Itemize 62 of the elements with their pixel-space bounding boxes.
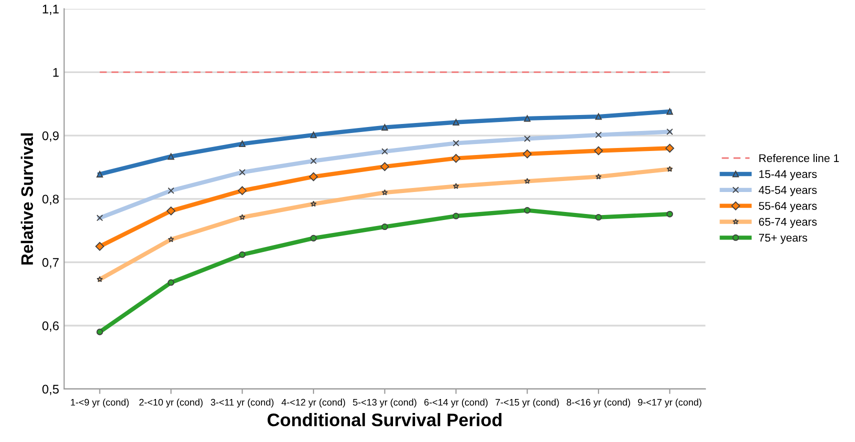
legend-label: 55-64 years (758, 202, 817, 212)
y-tick-label: 0,8 (42, 194, 59, 206)
point (238, 186, 247, 196)
point (95, 242, 104, 251)
legend-label: Reference line 1 (759, 154, 839, 162)
point (238, 140, 246, 148)
point (666, 210, 674, 218)
x-tick-label: 2-<10 yr (cond) (139, 398, 203, 408)
x-tick-label: 4-<12 yr (cond) (282, 398, 346, 408)
point (166, 206, 176, 216)
point (452, 154, 460, 163)
point (238, 251, 246, 258)
point (665, 144, 674, 153)
point (168, 279, 174, 286)
point (524, 207, 531, 214)
x-tick-label: 1-<9 yr (cond) (70, 398, 129, 408)
x-tick-label: 6-<14 yr (cond) (424, 398, 488, 408)
x-tick-label: 7-<15 yr (cond) (496, 398, 559, 408)
line-series (96, 108, 674, 178)
point (594, 146, 603, 156)
point (96, 328, 104, 336)
y-tick-label: 1,1 (42, 4, 59, 15)
x-tick-label: 5-<13 yr (cond) (352, 398, 416, 408)
point (96, 170, 104, 178)
point (381, 224, 388, 230)
point (452, 212, 460, 220)
y-tick-label: 0,7 (42, 258, 59, 268)
point (595, 173, 602, 180)
point (382, 189, 388, 196)
point (168, 153, 174, 160)
point (595, 214, 602, 221)
point (310, 132, 317, 138)
point (309, 172, 318, 182)
y-tick-label: 0,6 (42, 321, 59, 332)
y-tick-label: 0,9 (42, 131, 59, 142)
point (310, 234, 317, 242)
point (239, 214, 246, 220)
point (380, 162, 390, 172)
legend-label: 75+ years (759, 234, 808, 244)
point (381, 124, 388, 131)
point (452, 182, 460, 189)
legend-label: 15-44 years (759, 170, 817, 180)
x-tick-label: 3-<11 yr (cond) (210, 398, 274, 408)
y-tick-label: 1 (53, 68, 59, 77)
line-series (96, 166, 673, 282)
x-axis-title: Conditional Survival Period (268, 413, 502, 426)
point (522, 150, 532, 158)
x-tick-label: 8-<16 yr (cond) (566, 398, 630, 408)
y-axis-title: Relative Survival (20, 133, 34, 264)
point (595, 113, 602, 120)
point (666, 166, 673, 172)
point (524, 115, 531, 122)
point (524, 178, 530, 184)
y-tick-label: 0,5 (42, 384, 59, 396)
point (310, 200, 317, 207)
legend-label: 45-54 years (758, 186, 817, 196)
point (168, 236, 174, 242)
point (452, 118, 460, 126)
point (96, 276, 103, 282)
x-tick-label: 9-<17 yr (cond) (638, 398, 702, 408)
point (666, 108, 674, 115)
legend-label: 65-74 years (759, 218, 817, 228)
